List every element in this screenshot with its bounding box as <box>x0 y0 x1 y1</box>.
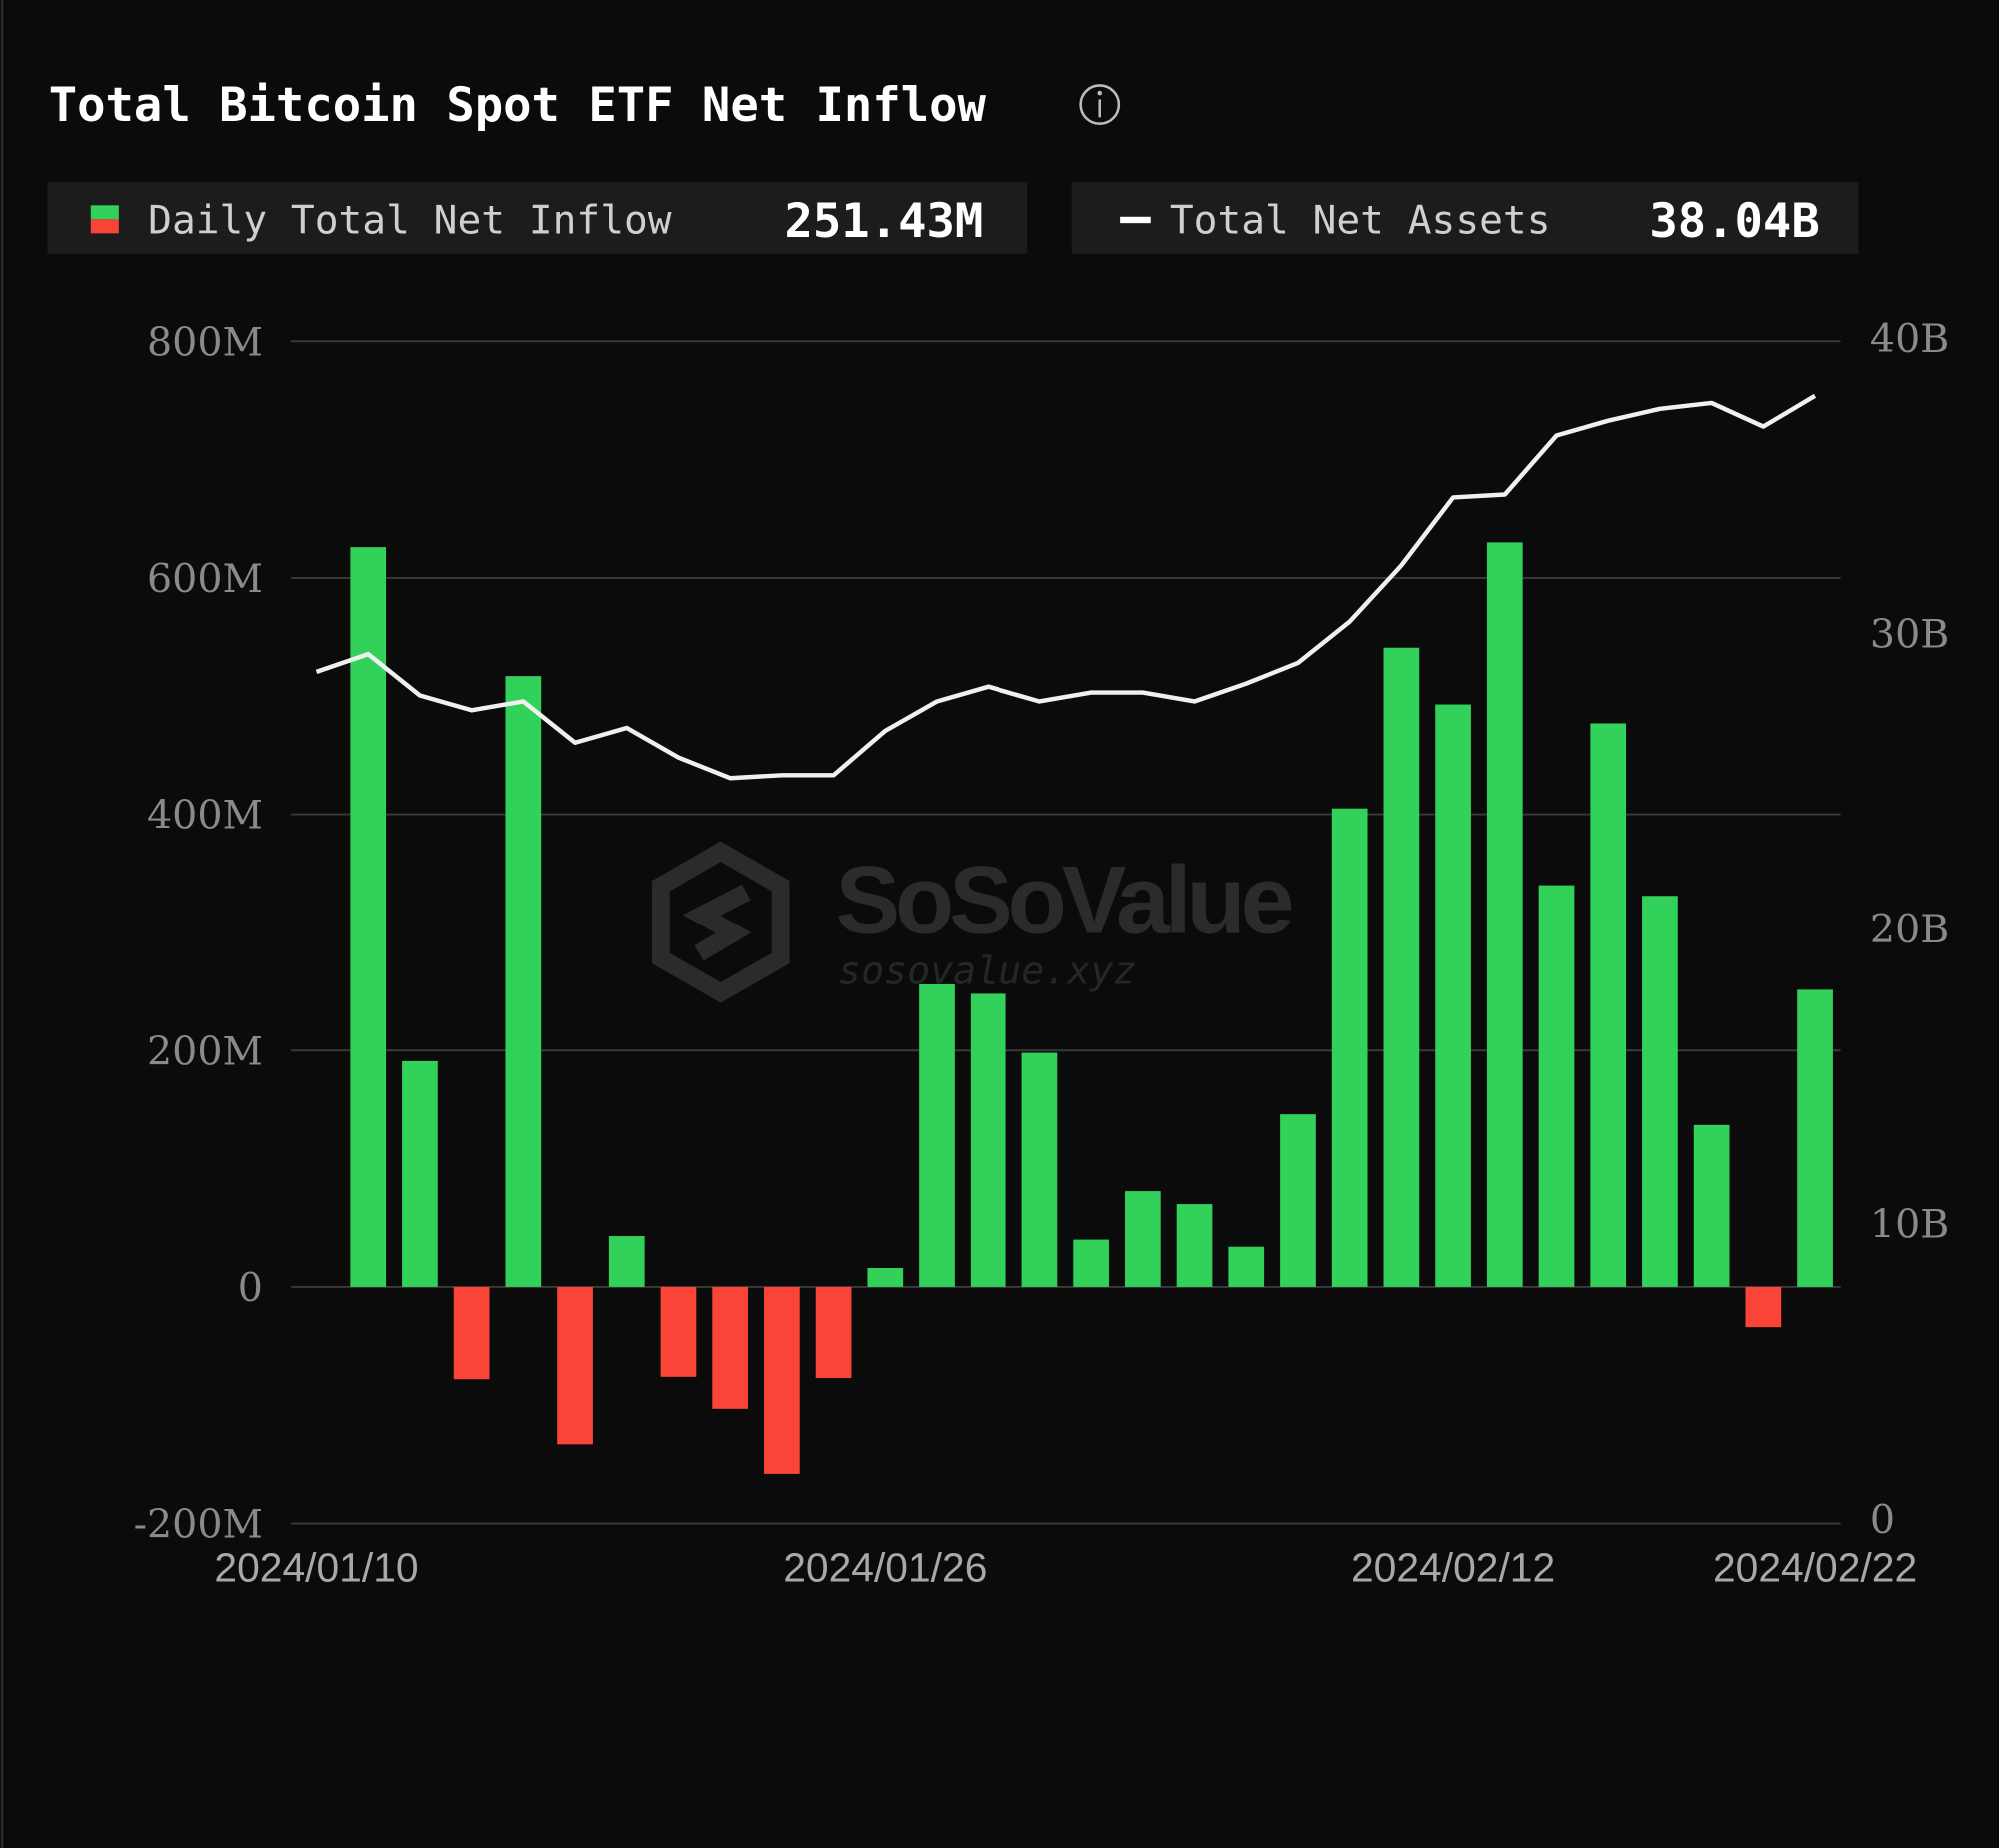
assets-line-group <box>315 393 1817 781</box>
inflow-bar-negative <box>660 1286 697 1377</box>
inflow-bar-positive <box>1590 723 1627 1287</box>
left-axis-tick-label: 400M <box>147 793 263 839</box>
legend-inflow-value: 251.43M <box>784 194 983 249</box>
inflow-bar-positive <box>1021 1052 1058 1287</box>
inflow-bar-negative <box>1745 1286 1782 1328</box>
legend-assets-value: 38.04B <box>1649 194 1819 249</box>
inflow-bar-positive <box>1797 989 1833 1287</box>
watermark-brand: SoSoValue <box>836 845 1292 953</box>
inflow-bar-positive <box>919 983 955 1287</box>
legend-assets-dash-icon <box>1120 216 1151 224</box>
left-axis-tick-label: 600M <box>147 556 263 602</box>
inflow-bar-positive <box>1331 808 1368 1287</box>
inflow-bar-negative <box>764 1286 800 1474</box>
right-axis-tick-label: 30B <box>1870 611 1949 657</box>
inflow-bar-positive <box>1228 1246 1265 1287</box>
sosovalue-logo-icon <box>651 841 790 1003</box>
inflow-bar-positive <box>505 676 542 1287</box>
inflow-bar-positive <box>1383 647 1420 1287</box>
inflow-bar-positive <box>1280 1114 1316 1287</box>
right-axis-tick-label: 40B <box>1870 316 1949 362</box>
x-axis-tick-label: 2024/02/22 <box>1713 1544 1917 1590</box>
inflow-bar-positive <box>1176 1204 1213 1287</box>
inflow-bar-negative <box>453 1286 490 1380</box>
grid-lines <box>291 340 1841 1525</box>
legend-inflow[interactable]: Daily Total Net Inflow 251.43M <box>47 182 1028 254</box>
inflow-bar-negative <box>557 1286 593 1445</box>
x-axis-tick-label: 2024/02/12 <box>1351 1544 1555 1590</box>
inflow-bar-positive <box>1486 542 1523 1287</box>
legend-inflow-positive-swatch <box>90 205 119 220</box>
inflow-bar-positive <box>1435 704 1471 1287</box>
left-axis-tick-label: 200M <box>147 1028 263 1074</box>
inflow-bar-positive <box>1642 896 1678 1287</box>
info-circle-icon[interactable] <box>1079 84 1121 125</box>
inflow-bar-positive <box>1073 1239 1109 1287</box>
inflow-bar-positive <box>350 547 387 1287</box>
inflow-bar-positive <box>402 1060 438 1287</box>
total-net-assets-line <box>315 393 1817 781</box>
right-axis-tick-label: 0 <box>1870 1497 1895 1543</box>
left-axis-tick-label: 0 <box>238 1265 263 1311</box>
inflow-bar-positive <box>608 1236 645 1287</box>
chart-title: Total Bitcoin Spot ETF Net Inflow <box>49 78 987 133</box>
inflow-bars <box>350 542 1833 1474</box>
inflow-bar-negative <box>712 1286 749 1409</box>
legend-assets-label: Total Net Assets <box>1170 197 1551 243</box>
watermark-url: sosovalue.xyz <box>838 948 1136 993</box>
inflow-bar-positive <box>1538 885 1575 1287</box>
x-axis-tick-label: 2024/01/26 <box>783 1544 987 1590</box>
legend-inflow-label: Daily Total Net Inflow <box>148 197 672 243</box>
left-axis-tick-label: 800M <box>147 319 263 365</box>
watermark: SoSoValue sosovalue.xyz <box>651 841 1297 1003</box>
axes: 800M600M400M200M0-200M40B30B20B10B02024/… <box>134 316 1950 1591</box>
inflow-bar-positive <box>867 1267 904 1287</box>
inflow-bar-positive <box>1693 1124 1730 1287</box>
legend-inflow-negative-swatch <box>90 219 119 234</box>
x-axis-tick-label: 2024/01/10 <box>214 1544 418 1590</box>
right-axis-tick-label: 10B <box>1870 1202 1949 1248</box>
inflow-bar-negative <box>815 1286 852 1379</box>
left-axis-tick-label: -200M <box>134 1502 263 1548</box>
legend-assets[interactable]: Total Net Assets 38.04B <box>1071 182 1859 254</box>
inflow-bar-positive <box>970 993 1006 1287</box>
right-axis-tick-label: 20B <box>1870 907 1949 952</box>
inflow-bar-positive <box>1124 1191 1161 1287</box>
